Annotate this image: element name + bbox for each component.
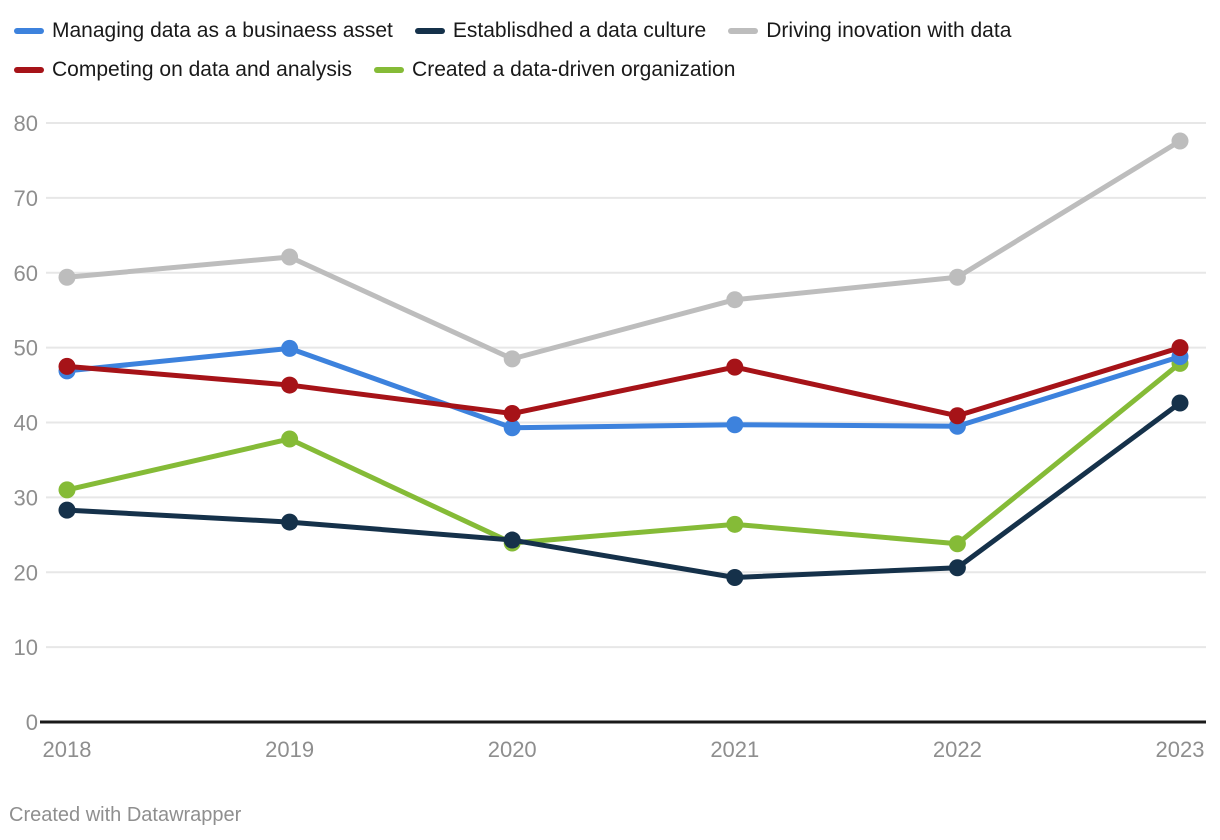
data-point <box>1171 132 1189 150</box>
data-point <box>58 357 76 375</box>
data-point <box>948 559 966 577</box>
x-tick-label: 2021 <box>710 737 759 762</box>
series-line <box>64 138 1183 362</box>
legend-label: Competing on data and analysis <box>52 58 353 81</box>
y-tick-label: 10 <box>14 635 38 660</box>
data-point <box>281 513 299 531</box>
data-point <box>281 430 299 448</box>
x-tick-label: 2020 <box>488 737 537 762</box>
legend-label: Driving inovation with data <box>766 19 1012 42</box>
y-tick-label: 60 <box>14 261 38 286</box>
x-tick-label: 2022 <box>933 737 982 762</box>
data-point <box>726 568 744 586</box>
data-point <box>503 350 521 368</box>
y-tick-label: 30 <box>14 485 38 510</box>
data-point <box>281 248 299 266</box>
data-point <box>726 416 744 434</box>
y-tick-label: 80 <box>14 111 38 136</box>
legend-label: Establisdhed a data culture <box>452 19 707 42</box>
legend-item: Driving inovation with data <box>728 17 1011 45</box>
legend-swatch <box>374 67 405 73</box>
data-point <box>948 535 966 553</box>
data-point <box>948 407 966 425</box>
data-point <box>58 481 76 499</box>
legend-item: Competing on data and analysis <box>14 56 352 84</box>
data-point <box>726 358 744 376</box>
x-tick-label: 2018 <box>43 737 92 762</box>
data-point <box>948 268 966 286</box>
series-line <box>64 345 1183 431</box>
attribution: Created with Datawrapper <box>9 804 242 826</box>
data-point <box>503 531 521 549</box>
legend-item: Managing data as a businaess asset <box>14 17 393 45</box>
data-point <box>1171 394 1189 412</box>
data-point <box>58 268 76 286</box>
legend-swatch <box>728 28 759 34</box>
data-point <box>726 291 744 309</box>
data-point <box>1171 339 1189 357</box>
data-point <box>503 419 521 437</box>
data-point <box>281 376 299 394</box>
y-tick-label: 0 <box>26 710 38 735</box>
y-tick-label: 70 <box>14 186 38 211</box>
legend-swatch <box>14 67 44 73</box>
y-tick-label: 20 <box>14 560 38 585</box>
legend: Managing data as a businaess asset Establ… <box>14 17 1206 84</box>
legend-item: Establisdhed a data culture <box>414 17 707 45</box>
legend-swatch <box>14 28 44 34</box>
x-tick-label: 2019 <box>265 737 314 762</box>
series-line <box>64 345 1183 419</box>
x-tick-label: 2023 <box>1156 737 1205 762</box>
series-line <box>64 360 1183 547</box>
data-point <box>58 501 76 519</box>
legend-swatch <box>414 28 445 34</box>
y-tick-label: 40 <box>14 411 38 436</box>
series-line <box>64 400 1183 580</box>
y-tick-label: 50 <box>14 336 38 361</box>
data-point <box>281 339 299 357</box>
legend-label: Managing data as a businaess asset <box>52 19 393 42</box>
data-point <box>503 405 521 423</box>
legend-label: Created a data-driven organization <box>412 58 736 81</box>
legend-item: Created a data-driven organization <box>374 56 735 84</box>
data-point <box>726 515 744 533</box>
